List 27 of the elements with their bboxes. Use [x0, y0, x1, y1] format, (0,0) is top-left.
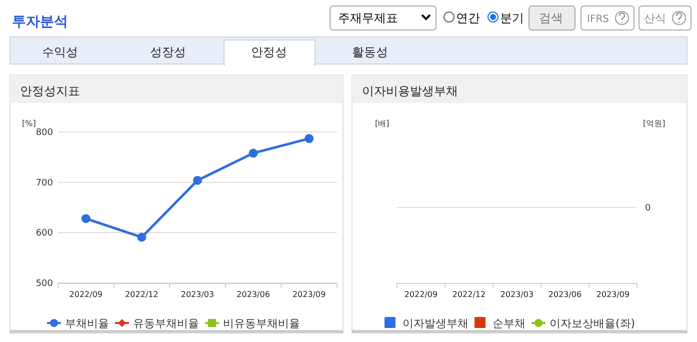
header: 투자분석 주재무제표 연간 분기 검색 IFRS 산식 수익성 성장성 안정성 활동성 [10, 6, 692, 66]
chart-title: 안정성지표 [20, 84, 80, 98]
text: [배] [375, 119, 390, 128]
legend-label: 부채비율 [65, 317, 109, 330]
point [81, 214, 90, 224]
legend-label: 비유동부채비율 [223, 317, 300, 330]
text: [억원] [643, 119, 666, 128]
x-tick-label: 2023/09 [292, 290, 326, 299]
legend-label: 이자보상배율(좌) [550, 317, 636, 330]
legend-label: 이자발생부채 [402, 317, 468, 330]
text: 0 [645, 204, 651, 214]
point [193, 176, 202, 185]
y-tick-label: 500 [36, 279, 54, 289]
x-tick-label: 2022/09 [69, 290, 103, 299]
y-tick-label: 700 [36, 178, 54, 188]
point [248, 148, 258, 158]
point [304, 134, 314, 144]
y-tick-label: 600 [36, 228, 54, 239]
x-tick-label: 2023/06 [236, 290, 270, 299]
y-axis-title: [%] [22, 119, 36, 128]
y-tick-label: 800 [36, 128, 54, 138]
x-tick-label: 2022/12 [125, 290, 158, 299]
x-tick-label: 2023/03 [180, 290, 214, 299]
legend-label: 유동부채비율 [133, 317, 199, 330]
point [137, 232, 146, 242]
legend-label: 순부채 [492, 317, 526, 330]
text: 이자비용발생부채 [362, 84, 458, 98]
